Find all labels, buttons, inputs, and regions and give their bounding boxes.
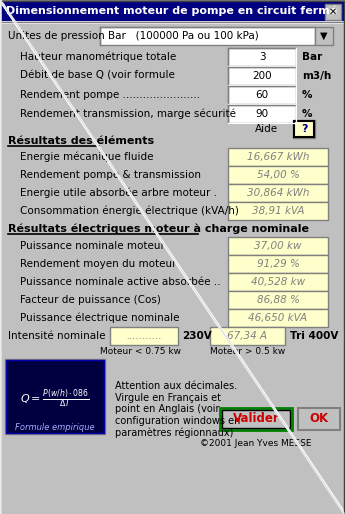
Text: Consommation énergie électrique (kVA/h): Consommation énergie électrique (kVA/h) <box>20 206 239 216</box>
Text: Formule empirique: Formule empirique <box>15 424 95 432</box>
Text: 46,650 kVA: 46,650 kVA <box>248 313 307 323</box>
Text: 38,91 kVA: 38,91 kVA <box>252 206 304 216</box>
Bar <box>325 4 341 20</box>
Text: Bar: Bar <box>302 52 322 62</box>
Text: Rendement moyen du moteur: Rendement moyen du moteur <box>20 259 177 269</box>
Bar <box>210 327 285 345</box>
Text: ...........: ........... <box>126 331 162 341</box>
Text: 30,864 kWh: 30,864 kWh <box>247 188 309 198</box>
Bar <box>5 359 105 434</box>
Text: $Q=\frac{P(w/h)\cdot086}{\Delta T}$: $Q=\frac{P(w/h)\cdot086}{\Delta T}$ <box>20 388 90 411</box>
Text: 60: 60 <box>255 90 268 100</box>
Text: Puissance électrique nominale: Puissance électrique nominale <box>20 313 179 323</box>
Text: 200: 200 <box>252 71 272 81</box>
Bar <box>228 255 328 273</box>
Text: Energie utile absorbée arbre moteur .: Energie utile absorbée arbre moteur . <box>20 188 217 198</box>
Bar <box>228 309 328 327</box>
Text: 37,00 kw: 37,00 kw <box>254 241 302 251</box>
Text: Hauteur manométrique totale: Hauteur manométrique totale <box>20 52 176 62</box>
Bar <box>6 360 104 433</box>
Text: OK: OK <box>309 413 328 426</box>
Text: Attention aux décimales.
Virgule en Français et
point en Anglais (voir
configura: Attention aux décimales. Virgule en Fran… <box>115 381 240 438</box>
Text: 54,00 %: 54,00 % <box>257 170 299 180</box>
Bar <box>228 86 296 104</box>
Text: Intensité nominale: Intensité nominale <box>8 331 106 341</box>
Text: Rendement pompe .......................: Rendement pompe ....................... <box>20 90 200 100</box>
Text: ✕: ✕ <box>329 7 337 17</box>
Text: Unites de pression: Unites de pression <box>8 31 105 41</box>
Text: 67,34 A: 67,34 A <box>227 331 268 341</box>
Bar <box>100 27 315 45</box>
Text: 40,528 kw: 40,528 kw <box>251 277 305 287</box>
Text: ©2001 Jean Yves MESSE: ©2001 Jean Yves MESSE <box>200 439 312 449</box>
Bar <box>228 273 328 291</box>
Text: Débit de base Q (voir formule: Débit de base Q (voir formule <box>20 71 175 81</box>
Text: Valider: Valider <box>233 413 279 426</box>
Bar <box>0 0 345 22</box>
Text: Dimensionnement moteur de pompe en circuit fermé: Dimensionnement moteur de pompe en circu… <box>6 6 338 16</box>
Text: Moteur > 0.5 kw: Moteur > 0.5 kw <box>210 346 286 356</box>
Text: 86,88 %: 86,88 % <box>257 295 299 305</box>
Text: Energie mécanique fluide: Energie mécanique fluide <box>20 152 154 162</box>
Text: Tri 400V: Tri 400V <box>290 331 338 341</box>
Bar <box>110 327 178 345</box>
Text: 16,667 kWh: 16,667 kWh <box>247 152 309 162</box>
Text: Bar   (100000 Pa ou 100 kPa): Bar (100000 Pa ou 100 kPa) <box>108 31 259 41</box>
Bar <box>294 121 314 137</box>
Text: Rendement transmission, marge sécurité: Rendement transmission, marge sécurité <box>20 109 236 119</box>
Bar <box>228 148 328 166</box>
Text: Moteur < 0.75 kw: Moteur < 0.75 kw <box>99 346 180 356</box>
Text: Puissance nominale moteur: Puissance nominale moteur <box>20 241 165 251</box>
Bar <box>220 408 292 430</box>
Bar <box>228 202 328 220</box>
Text: Facteur de puissance (Cos): Facteur de puissance (Cos) <box>20 295 161 305</box>
Text: 3: 3 <box>259 52 265 62</box>
Text: m3/h: m3/h <box>302 71 331 81</box>
Bar <box>228 291 328 309</box>
Text: Puissance nominale active absorbée ..: Puissance nominale active absorbée .. <box>20 277 220 287</box>
Bar <box>228 184 328 202</box>
Bar <box>228 67 296 85</box>
Bar <box>293 120 315 138</box>
Text: 230V: 230V <box>182 331 212 341</box>
Bar <box>228 48 296 66</box>
Text: Rendement pompe & transmission: Rendement pompe & transmission <box>20 170 201 180</box>
Bar <box>228 166 328 184</box>
Bar <box>298 408 340 430</box>
Bar <box>222 410 290 428</box>
Text: Résultats électriques moteur à charge nominale: Résultats électriques moteur à charge no… <box>8 224 309 234</box>
Text: Aide: Aide <box>255 124 278 134</box>
Bar <box>315 27 333 45</box>
Text: 91,29 %: 91,29 % <box>257 259 299 269</box>
Text: ▼: ▼ <box>320 31 328 41</box>
Text: %: % <box>302 90 313 100</box>
Bar <box>228 237 328 255</box>
Bar <box>228 105 296 123</box>
Text: 90: 90 <box>255 109 268 119</box>
Text: ?: ? <box>301 124 307 134</box>
Text: %: % <box>302 109 313 119</box>
Text: Résultats des éléments: Résultats des éléments <box>8 136 154 146</box>
